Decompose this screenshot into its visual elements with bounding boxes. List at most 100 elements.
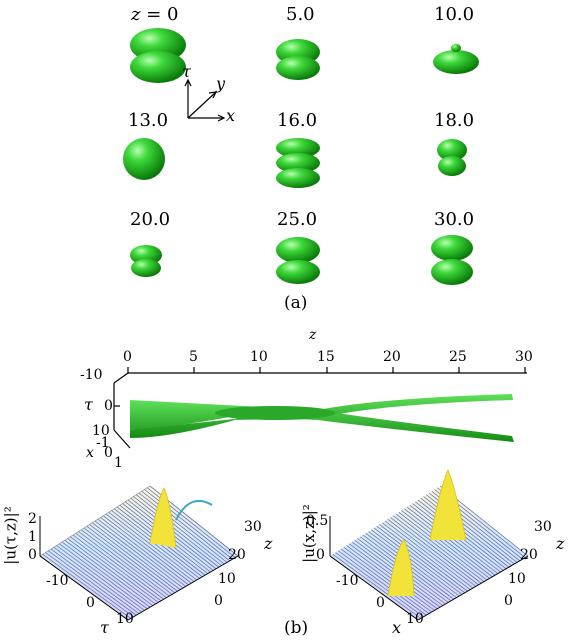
caption-a: (a) (284, 293, 308, 313)
top-tau-tick: -10 (80, 367, 103, 383)
frame-label-10: 10.0 (434, 4, 475, 25)
mesh-line (50, 548, 140, 614)
top-z-tick: 15 (317, 349, 335, 365)
mesh-line (78, 531, 167, 598)
mesh-line (94, 520, 184, 589)
left-x-label: τ (100, 618, 109, 637)
left-z-label: z (264, 534, 273, 553)
mesh-line (136, 494, 225, 565)
left-x-tick: 10 (116, 611, 134, 627)
frame-z0-blob (130, 28, 186, 83)
right-y-tick: 0 (316, 547, 325, 563)
mesh-line (83, 527, 173, 595)
frame-label-z0: z = 0 (131, 4, 179, 25)
mesh-line (61, 541, 151, 608)
right-y-tick: 0.5 (306, 513, 329, 529)
frame-label-18: 18.0 (434, 110, 475, 131)
left-z-tick: 10 (218, 571, 236, 587)
left-z-tick: 20 (228, 547, 246, 563)
frame-z10-blob (433, 44, 479, 74)
left-surface-plot (39, 485, 239, 621)
right-surface-plot (329, 468, 529, 621)
frame-z18-blob (437, 139, 467, 176)
top-z-tick: 10 (250, 349, 268, 365)
mesh-line (86, 525, 175, 594)
mesh-line (404, 508, 493, 578)
mesh-line (56, 545, 145, 611)
frame-z25-blob (276, 237, 320, 284)
mesh-line (346, 545, 435, 611)
mesh-line (332, 553, 421, 619)
mesh-line (59, 543, 148, 610)
mesh-line (373, 527, 463, 595)
frame-label-25: 25.0 (277, 209, 318, 230)
left-x-tick: 0 (86, 595, 95, 611)
top-x-tick: 1 (114, 455, 123, 471)
mesh-line (111, 510, 200, 579)
frame-z30-blob (431, 235, 473, 285)
axis-x-label: x (226, 106, 236, 125)
mesh-line (338, 550, 427, 616)
frame-label-16: 16.0 (277, 110, 318, 131)
mesh-line (45, 552, 134, 618)
left-y-tick: 1 (28, 529, 37, 545)
mesh-line (108, 511, 197, 581)
mesh-line (89, 524, 178, 592)
top-x-tick: 0 (104, 445, 113, 461)
top-z-tick: 20 (383, 349, 401, 365)
top-tau-tick: 10 (92, 423, 110, 439)
mesh-line (92, 522, 181, 590)
mesh-line (48, 550, 137, 616)
mesh-line (379, 524, 468, 592)
mesh-line (100, 517, 189, 586)
mesh-line (103, 515, 192, 584)
mesh-line (130, 497, 219, 568)
right-z-label: z (556, 534, 565, 553)
axis-tau-label: τ (182, 62, 191, 81)
top-3d-axes (113, 367, 527, 449)
left-ylabel: |u(τ,z)|² (1, 506, 20, 565)
top-z-tick: 25 (449, 349, 467, 365)
frame-z5-blob (276, 39, 320, 80)
mesh-line (133, 496, 222, 566)
frame-z20-blob (130, 245, 162, 277)
mesh-line (335, 552, 424, 618)
mesh-line (81, 529, 170, 597)
frame-label-30: 30.0 (434, 209, 475, 230)
right-x-tick: 0 (376, 595, 385, 611)
mesh-line (340, 548, 430, 614)
mesh-line (67, 538, 156, 605)
mesh-line (387, 518, 476, 587)
mesh-line (141, 490, 230, 562)
mesh-line (70, 536, 159, 603)
mesh-line (371, 529, 460, 597)
left-z-tick: 0 (214, 593, 223, 609)
mesh-line (72, 534, 162, 602)
mesh-line (105, 513, 195, 582)
frame-z16-blob (276, 138, 320, 188)
mesh-line (393, 515, 482, 584)
right-z-tick: 30 (534, 519, 552, 535)
mesh-line (97, 518, 186, 587)
top-x-tick: -1 (96, 435, 110, 451)
coordinate-axes-icon (184, 78, 226, 122)
mesh-line (395, 513, 485, 582)
caption-b: (b) (284, 618, 309, 638)
mesh-line (138, 492, 228, 563)
right-z-tick: 10 (508, 571, 526, 587)
top-x-label: x (86, 445, 94, 461)
right-x-tick: 10 (406, 611, 424, 627)
mesh-line (401, 510, 490, 579)
right-z-tick: 20 (520, 547, 538, 563)
frame-z13-blob (123, 138, 165, 180)
left-z-tick: 30 (244, 519, 262, 535)
top-z-tick: 0 (123, 349, 132, 365)
mesh-line (75, 532, 164, 600)
mesh-line (384, 520, 474, 589)
mesh-line (53, 546, 142, 613)
frame-label-5: 5.0 (286, 4, 315, 25)
right-x-tick: -10 (336, 573, 359, 589)
top-tau-tick: 0 (104, 398, 113, 414)
mesh-line (343, 546, 432, 613)
